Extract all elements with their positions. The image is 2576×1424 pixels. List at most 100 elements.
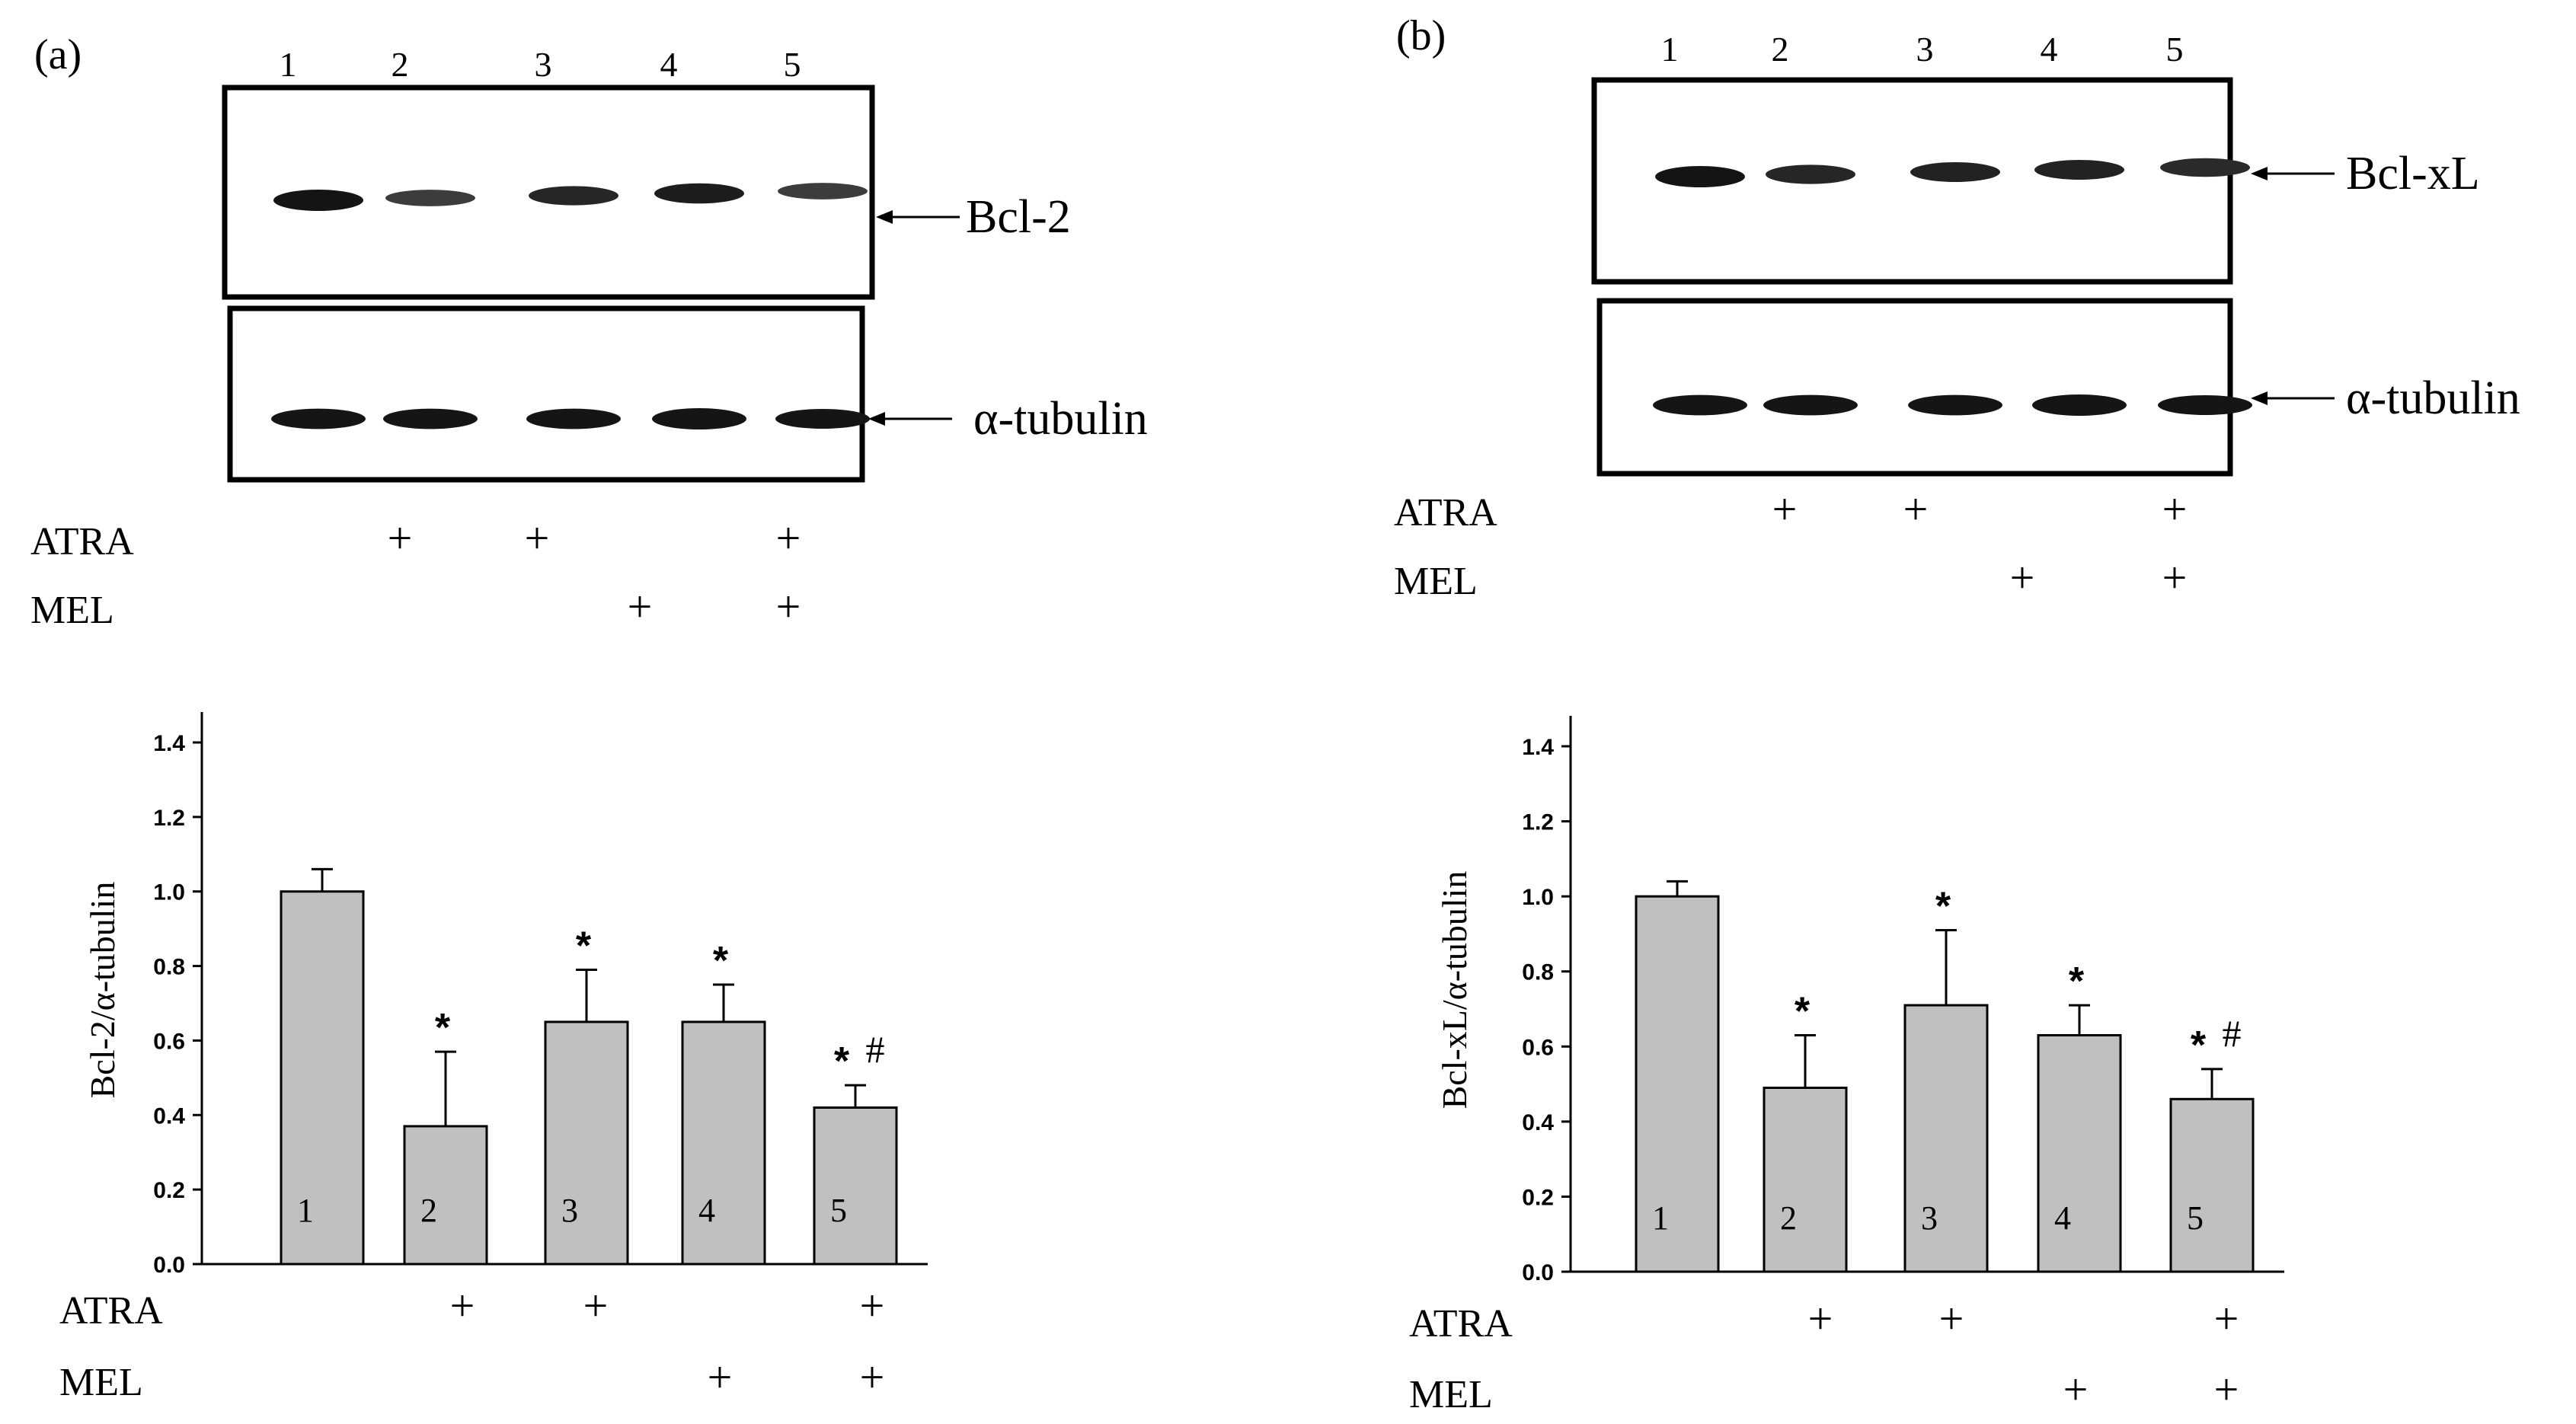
y-tick-label: 1.4 (153, 731, 185, 756)
lane-number: 3 (535, 45, 552, 84)
control-band (1908, 394, 2002, 416)
panel-a: (a) 1 2 3 4 5 Bcl-2 α-tubulin ATRA + + + MEL + +0.0 0.2… (30, 31, 1148, 1404)
bar (1763, 1087, 1848, 1273)
target-band (1655, 166, 1745, 187)
lane-number: 3 (1916, 30, 1934, 69)
blot-condition-mark: + (2162, 484, 2188, 534)
error-bar (1935, 929, 1957, 1006)
control-blot-frame (1596, 298, 2233, 477)
control-band (2158, 394, 2252, 416)
blot-condition-mark: + (525, 513, 550, 563)
error-bar (2201, 1068, 2223, 1100)
lane-number: 5 (784, 45, 801, 84)
control-band (1653, 394, 1747, 416)
control-band (2032, 394, 2127, 416)
control-band (775, 408, 870, 429)
y-tick-label: 0.0 (153, 1253, 185, 1278)
lane-number: 4 (2041, 30, 2058, 69)
bar-category-label: 4 (2054, 1199, 2071, 1237)
blot-condition-label: MEL (30, 589, 114, 632)
target-band (2034, 160, 2124, 180)
target-band (529, 186, 618, 206)
blot-condition-mark: + (388, 513, 413, 563)
significance-star: * (1795, 990, 1811, 1034)
control-band (526, 408, 621, 429)
target-label: Bcl-xL (2346, 148, 2480, 200)
significance-star: * (576, 924, 592, 968)
significance-hash: # (866, 1028, 885, 1071)
chart-condition-label: ATRA (1409, 1302, 1513, 1346)
chart-condition-mark: + (2063, 1365, 2089, 1414)
bar-category-label: 3 (561, 1192, 578, 1229)
blot-condition-label: MEL (1394, 560, 1478, 603)
bar-category-label: 1 (297, 1192, 314, 1229)
target-band (1910, 162, 2000, 182)
bar (2037, 1034, 2122, 1273)
error-bar (1667, 880, 1688, 897)
lane-number: 5 (2166, 30, 2184, 69)
target-arrow (876, 210, 960, 224)
chart-condition-mark: + (1939, 1294, 1964, 1343)
y-tick-label: 0.4 (1522, 1110, 1554, 1135)
lane-number: 4 (660, 45, 678, 84)
chart-condition-mark: + (2214, 1294, 2239, 1343)
target-arrow (2251, 167, 2335, 180)
error-bar (1795, 1034, 1816, 1088)
control-band (271, 408, 366, 429)
error-bar (713, 983, 734, 1022)
bar-category-label: 4 (698, 1192, 715, 1229)
blot-condition-mark: + (776, 582, 801, 631)
bar (2169, 1097, 2255, 1273)
significance-star: * (2069, 959, 2085, 1004)
bar (544, 1020, 629, 1266)
y-tick-label: 0.0 (1522, 1260, 1554, 1285)
control-band (1763, 394, 1858, 416)
chart-condition-mark: + (860, 1281, 885, 1330)
significance-star: * (713, 939, 729, 983)
chart-condition-mark: + (583, 1281, 609, 1330)
panel-b: (b) 1 2 3 4 5 Bcl-xL α-tubulin ATRA + + + MEL + +0.0 0.… (1394, 12, 2520, 1416)
chart-condition-mark: + (450, 1281, 475, 1330)
target-band (385, 190, 475, 206)
control-band (652, 408, 746, 429)
y-tick-label: 0.6 (1522, 1035, 1554, 1060)
blot-condition-mark: + (776, 513, 801, 563)
y-axis-label: Bcl-xL/α-tubulin (1435, 871, 1474, 1110)
control-arrow (2251, 391, 2335, 405)
lane-number: 1 (280, 45, 297, 84)
bar (1635, 895, 1720, 1273)
y-tick-label: 1.4 (1522, 735, 1554, 760)
bar-category-label: 2 (420, 1192, 437, 1229)
lane-number: 1 (1661, 30, 1679, 69)
significance-star: * (2191, 1023, 2207, 1068)
bar (403, 1125, 488, 1266)
bar (280, 890, 365, 1266)
control-band (383, 408, 478, 429)
panel-label: (a) (34, 31, 81, 78)
chart-condition-mark: + (860, 1352, 885, 1402)
y-tick-label: 0.4 (153, 1103, 185, 1129)
y-tick-label: 0.6 (153, 1029, 185, 1054)
significance-star: * (435, 1006, 451, 1050)
y-tick-label: 0.8 (153, 955, 185, 980)
y-axis-label: Bcl-2/α-tubulin (83, 882, 122, 1099)
y-tick-label: 0.2 (1522, 1185, 1554, 1210)
target-band (1766, 164, 1855, 184)
y-tick-label: 0.2 (153, 1178, 185, 1203)
bar (681, 1020, 766, 1266)
bar-category-label: 3 (1921, 1199, 1938, 1237)
blot-condition-mark: + (1903, 484, 1929, 534)
chart-condition-label: MEL (59, 1361, 143, 1404)
chart-condition-label: MEL (1409, 1373, 1493, 1416)
error-bar (435, 1050, 456, 1126)
y-tick-label: 0.8 (1522, 960, 1554, 985)
error-bar (576, 968, 597, 1022)
y-tick-label: 1.2 (1522, 810, 1554, 835)
y-tick-label: 1.2 (153, 806, 185, 831)
control-label: α-tubulin (973, 393, 1148, 445)
target-label: Bcl-2 (966, 191, 1071, 243)
lane-number: 2 (392, 45, 409, 84)
blot-condition-mark: + (628, 582, 653, 631)
blot-condition-mark: + (2162, 553, 2188, 602)
